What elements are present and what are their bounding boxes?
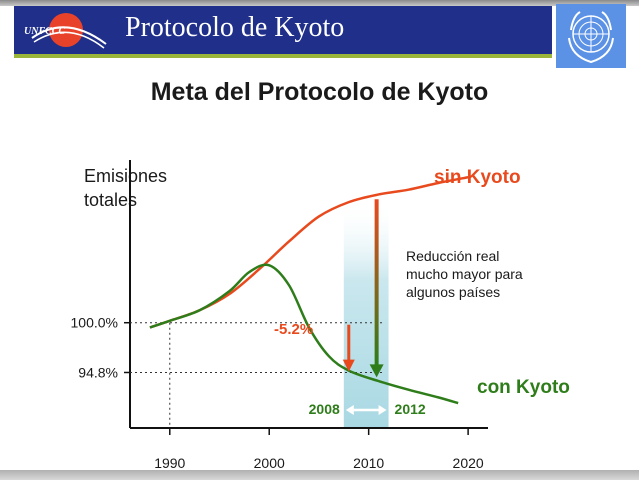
header-title: Protocolo de Kyoto xyxy=(125,12,345,43)
real-reduction-arrow-shaft xyxy=(374,199,379,366)
kyoto-emissions-chart: 1990 2000 2010 2020 100.0% 94.8% sin Kyoto con … xyxy=(71,160,570,470)
x-tick-label: 2000 xyxy=(254,455,285,470)
period-arrow-right-head xyxy=(378,405,387,415)
series-line-con-kyoto xyxy=(149,263,459,405)
reduction-arrow-head xyxy=(342,359,355,372)
header-green-stripe xyxy=(14,54,552,58)
un-emblem-icon xyxy=(556,4,626,68)
x-tick-label: 1990 xyxy=(154,455,185,470)
real-reduction-line2: mucho mayor para xyxy=(406,266,523,282)
unfccc-logo-text: UNFCCC xyxy=(24,26,65,37)
period-arrow-left-head xyxy=(345,405,354,415)
real-reduction-line1: Reducción real xyxy=(406,248,500,264)
period-start-label: 2008 xyxy=(309,401,340,417)
reduction-label: -5.2% xyxy=(274,321,313,338)
slide-title: Meta del Protocolo de Kyoto xyxy=(150,78,489,106)
series-label-sin-kyoto: sin Kyoto xyxy=(434,167,521,188)
commitment-period-band xyxy=(343,200,389,428)
x-tick-label: 2010 xyxy=(353,455,384,470)
x-tick-label: 2020 xyxy=(453,455,484,470)
bottom-gray-bar xyxy=(0,470,639,480)
y-tick-label: 94.8% xyxy=(78,364,118,380)
real-reduction-note: Reducción real mucho mayor para algunos … xyxy=(406,247,523,301)
header-banner xyxy=(14,6,552,54)
top-gray-bar xyxy=(0,0,639,6)
series-label-con-kyoto: con Kyoto xyxy=(477,377,570,398)
y-axis-label-line1: Emisiones xyxy=(84,166,168,186)
y-tick-label: 100.0% xyxy=(71,315,118,331)
real-reduction-arrow-head xyxy=(369,364,384,378)
unfccc-logo: UNFCCC xyxy=(24,13,107,49)
period-end-label: 2012 xyxy=(395,401,426,417)
y-axis-label-line2: totales xyxy=(84,190,138,210)
real-reduction-line3: algunos países xyxy=(406,284,501,300)
